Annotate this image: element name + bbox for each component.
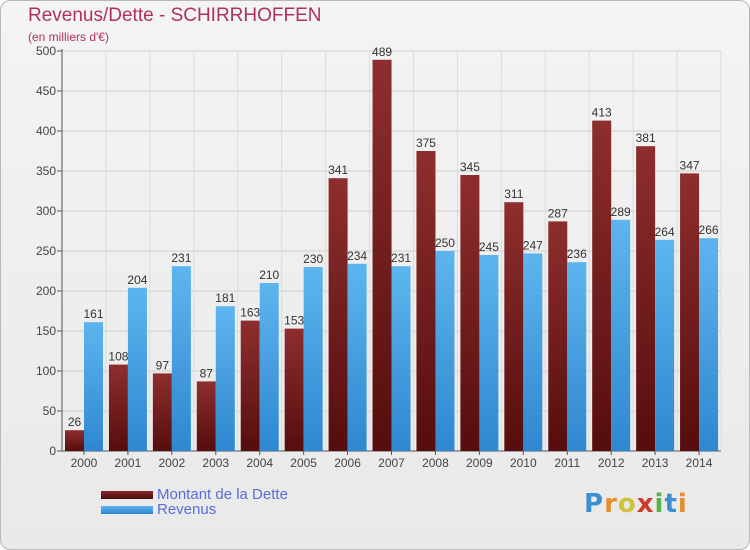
data-label-debt-2009: 345 <box>460 160 480 174</box>
data-label-revenue-2005: 230 <box>303 252 323 266</box>
data-label-debt-2003: 87 <box>200 366 214 380</box>
bar-revenue-2013 <box>655 239 675 451</box>
data-label-revenue-2011: 236 <box>567 247 587 261</box>
bar-revenue-2011 <box>567 262 587 451</box>
y-tick-label: 350 <box>36 164 56 178</box>
bar-revenue-2002 <box>171 266 191 451</box>
data-label-debt-2007: 489 <box>372 45 392 59</box>
bar-debt-2004 <box>240 320 260 451</box>
x-tick-label-2003: 2003 <box>202 456 229 470</box>
bar-revenue-2001 <box>127 287 147 451</box>
x-tick-label-2004: 2004 <box>246 456 273 470</box>
bar-revenue-2014 <box>699 238 719 451</box>
axes: 0 50 100 150 200 250 300 350 400 450 500 2000 2001 20… <box>36 44 721 470</box>
data-label-debt-2000: 26 <box>68 415 82 429</box>
data-label-debt-2005: 153 <box>284 314 304 328</box>
data-label-revenue-2007: 231 <box>391 251 411 265</box>
x-tick-label-2001: 2001 <box>115 456 142 470</box>
data-label-debt-2002: 97 <box>156 358 170 372</box>
bar-revenue-2005 <box>303 267 323 451</box>
data-label-revenue-2001: 204 <box>127 273 147 287</box>
bar-debt-2005 <box>284 328 304 451</box>
data-label-debt-2006: 341 <box>328 163 348 177</box>
y-tick-label: 200 <box>36 284 56 298</box>
legend-swatch-debt <box>101 491 153 499</box>
bar-debt-2013 <box>636 146 656 451</box>
bar-revenue-2006 <box>347 263 367 451</box>
bar-debt-2007 <box>372 59 392 452</box>
y-tick-label: 300 <box>36 204 56 218</box>
x-tick-label-2008: 2008 <box>422 456 449 470</box>
bar-debt-2014 <box>680 173 700 451</box>
bar-revenue-2009 <box>479 255 499 451</box>
x-tick-label-2000: 2000 <box>71 456 98 470</box>
data-label-revenue-2006: 234 <box>347 249 367 263</box>
data-label-debt-2004: 163 <box>240 306 260 320</box>
chart-subtitle: (en milliers d'€) <box>28 30 109 44</box>
y-tick-label: 100 <box>36 364 56 378</box>
bar-debt-2001 <box>108 364 128 451</box>
data-label-revenue-2004: 210 <box>259 268 279 282</box>
y-tick-label: 0 <box>49 444 56 458</box>
data-label-debt-2014: 347 <box>680 158 700 172</box>
x-tick-label-2005: 2005 <box>290 456 317 470</box>
data-label-debt-2012: 413 <box>592 106 612 120</box>
data-label-debt-2011: 287 <box>548 206 568 220</box>
legend-swatch-revenue <box>101 506 153 514</box>
data-label-revenue-2000: 161 <box>83 307 103 321</box>
x-tick-label-2013: 2013 <box>642 456 669 470</box>
data-label-revenue-2008: 250 <box>435 236 455 250</box>
bar-debt-2008 <box>416 151 436 451</box>
bar-debt-2002 <box>152 373 172 451</box>
bar-debt-2003 <box>196 381 216 451</box>
data-label-debt-2008: 375 <box>416 136 436 150</box>
data-label-revenue-2002: 231 <box>171 251 191 265</box>
bar-debt-2000 <box>65 430 84 451</box>
data-label-debt-2010: 311 <box>504 187 523 201</box>
data-label-revenue-2003: 181 <box>215 291 235 305</box>
data-label-revenue-2013: 264 <box>655 225 675 239</box>
x-tick-label-2007: 2007 <box>378 456 405 470</box>
x-tick-label-2012: 2012 <box>598 456 625 470</box>
bar-revenue-2010 <box>523 253 543 451</box>
y-tick-label: 50 <box>43 404 57 418</box>
x-tick-label-2002: 2002 <box>158 456 185 470</box>
bars <box>65 59 719 452</box>
y-tick-label: 150 <box>36 324 56 338</box>
data-label-revenue-2012: 289 <box>611 205 631 219</box>
legend-label-debt: Montant de la Dette <box>157 486 288 503</box>
data-label-debt-2013: 381 <box>636 131 656 145</box>
chart-title: Revenus/Dette - SCHIRRHOFFEN <box>28 5 322 26</box>
data-label-revenue-2014: 266 <box>699 223 719 237</box>
proxiti-logo: Proxiti <box>584 489 688 519</box>
x-tick-label-2014: 2014 <box>686 456 713 470</box>
y-tick-label: 400 <box>36 124 56 138</box>
bar-debt-2006 <box>328 178 348 451</box>
bar-debt-2009 <box>460 175 480 451</box>
y-tick-label: 450 <box>36 84 56 98</box>
y-tick-label: 250 <box>36 244 56 258</box>
bar-debt-2012 <box>592 120 612 451</box>
data-label-revenue-2009: 245 <box>479 240 499 254</box>
data-label-revenue-2010: 247 <box>523 238 543 252</box>
x-tick-label-2009: 2009 <box>466 456 493 470</box>
data-label-debt-2001: 108 <box>108 350 128 364</box>
data-labels: 26 161 108 204 97 231 87 181 163 210 153 230 341 234 4… <box>68 45 719 429</box>
x-tick-label-2011: 2011 <box>554 456 580 470</box>
bar-debt-2010 <box>504 202 524 451</box>
y-tick-label: 500 <box>36 44 56 58</box>
legend-label-revenue: Revenus <box>157 501 217 518</box>
x-tick-label-2006: 2006 <box>334 456 361 470</box>
bar-revenue-2000 <box>84 322 103 451</box>
x-tick-label-2010: 2010 <box>510 456 537 470</box>
bar-revenue-2004 <box>259 283 279 451</box>
bar-revenue-2012 <box>611 219 631 451</box>
bar-revenue-2003 <box>215 306 235 451</box>
bar-revenue-2007 <box>391 266 411 451</box>
bar-debt-2011 <box>548 221 568 451</box>
bar-revenue-2008 <box>435 251 455 451</box>
